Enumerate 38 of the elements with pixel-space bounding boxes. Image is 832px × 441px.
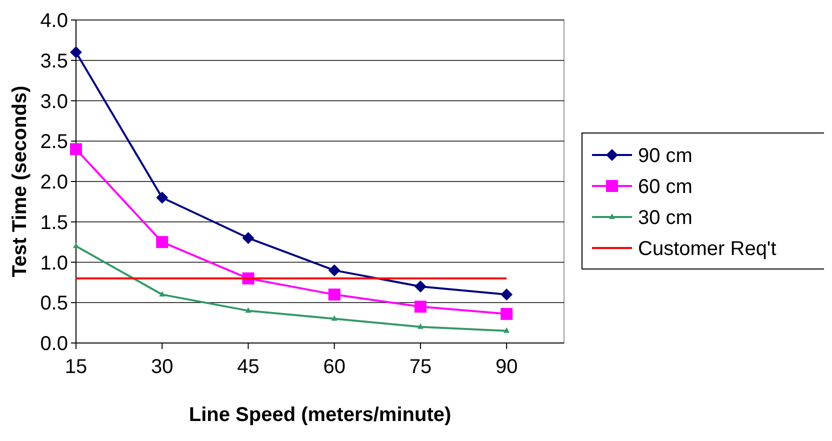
point	[73, 242, 79, 248]
y-tick-label: 0.0	[40, 333, 68, 355]
point	[242, 232, 254, 244]
y-tick-label: 2.0	[40, 172, 68, 194]
y-tick-label: 2.5	[40, 131, 68, 154]
y-tick-label: 1.0	[40, 252, 68, 274]
y-tick-label: 1.5	[40, 212, 68, 234]
y-axis-title: Test Time (seconds)	[9, 86, 31, 278]
point	[500, 308, 513, 320]
point	[414, 300, 426, 313]
x-axis-title: Line Speed (meters/minute)	[188, 404, 452, 426]
x-tick-label: 15	[64, 356, 88, 378]
x-tick-label: 90	[495, 356, 518, 378]
point	[328, 288, 340, 301]
x-tick-label: 30	[150, 356, 174, 378]
point	[245, 307, 252, 313]
point	[504, 327, 510, 333]
point	[156, 236, 168, 248]
y-tick-label: 4.0	[40, 10, 68, 32]
point	[417, 323, 424, 329]
point	[70, 46, 82, 58]
point	[156, 192, 168, 204]
x-tick-label: 75	[409, 356, 432, 378]
legend-label: 60 cm	[638, 176, 692, 198]
legend-label: 90 cm	[638, 145, 692, 167]
x-tick-label: 45	[237, 356, 260, 378]
point	[159, 291, 166, 297]
point	[500, 288, 513, 301]
y-tick-label: 3.5	[40, 50, 68, 72]
x-tick-label: 60	[323, 356, 346, 378]
point	[328, 264, 340, 276]
point	[331, 315, 338, 321]
legend-label: 30 cm	[638, 207, 692, 229]
point	[70, 143, 82, 156]
legend-label: Customer Req't	[638, 238, 777, 260]
y-tick-label: 0.5	[40, 292, 68, 315]
y-tick-label: 3.0	[40, 90, 68, 113]
point	[414, 280, 426, 292]
